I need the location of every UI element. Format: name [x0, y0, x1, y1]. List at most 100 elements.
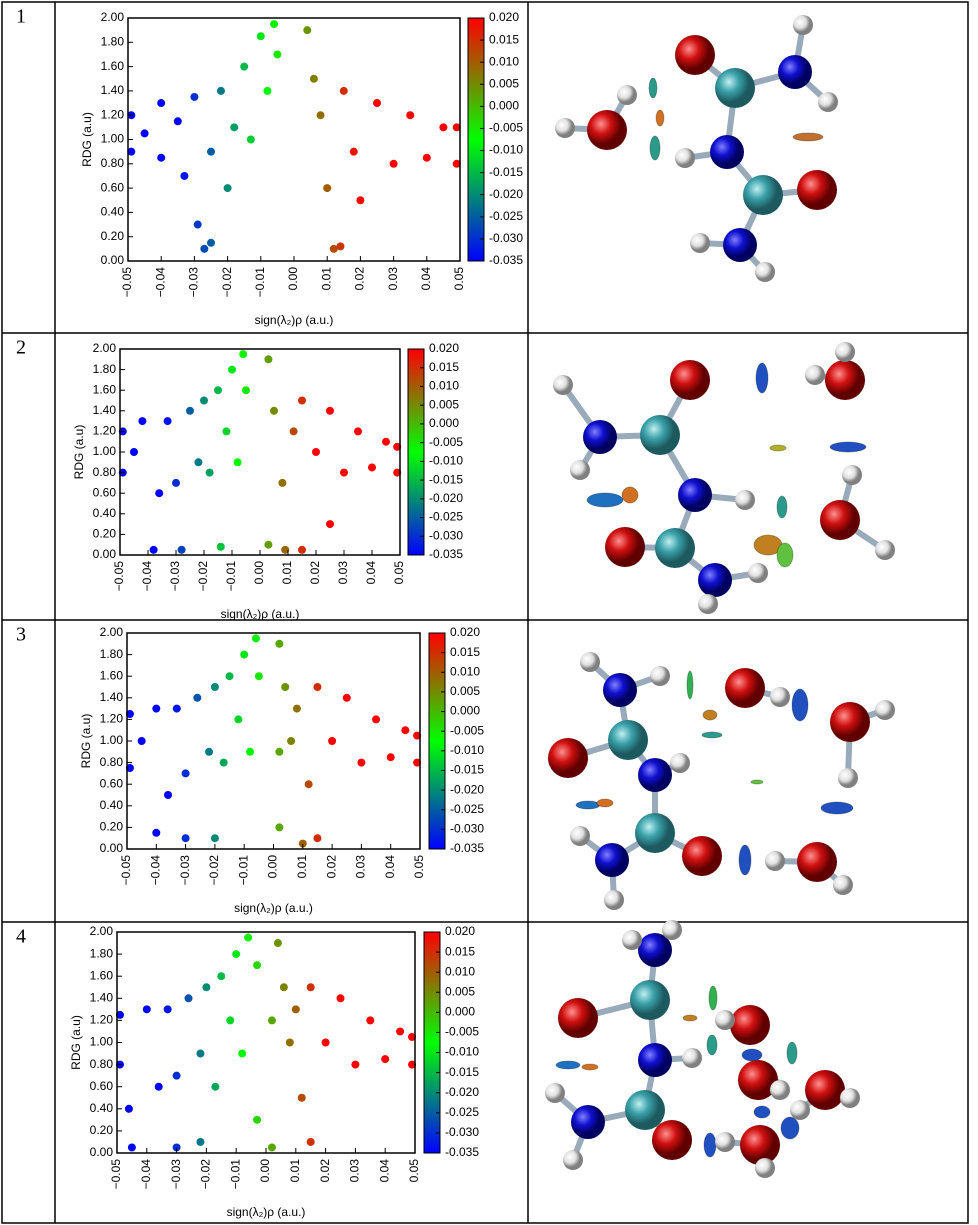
row-number: 4 [16, 926, 26, 948]
x-tick-label: −0.03 [187, 267, 201, 298]
scatter-point [278, 478, 287, 487]
atom [748, 563, 768, 583]
scatter-point [138, 417, 147, 426]
x-tick-label: 0.02 [353, 267, 367, 291]
scatter-point [194, 458, 203, 467]
x-axis-label: sign(λ₂)ρ (a.u.) [221, 607, 300, 621]
scatter-point [309, 74, 318, 83]
scatter-point [127, 147, 136, 156]
y-tick-label: 0.40 [93, 506, 117, 520]
scatter-point [401, 726, 410, 735]
atom [835, 342, 855, 362]
colorbar-tick-label: 0.015 [445, 944, 475, 958]
colorbar-tick-label: 0.020 [429, 341, 459, 355]
scatter-point [306, 983, 315, 992]
scatter-point [207, 238, 215, 247]
atom [793, 15, 813, 35]
x-tick-label: −0.01 [224, 561, 238, 592]
colorbar-tick-label: -0.035 [489, 253, 523, 267]
atom [690, 233, 710, 253]
scatter-point [233, 458, 242, 467]
scatter-point [298, 839, 307, 848]
colorbar-tick-label: 0.005 [445, 984, 475, 998]
colorbar-tick-label: -0.035 [450, 841, 484, 855]
y-tick-label: 0.60 [101, 180, 125, 194]
colorbar-tick-label: 0.015 [429, 360, 459, 374]
colorbar-tick-label: -0.010 [429, 454, 463, 468]
y-axis-label: RDG (a.u) [79, 714, 93, 769]
scatter-point [180, 171, 189, 180]
y-tick-label: 0.60 [93, 485, 117, 499]
y-tick-label: 1.40 [101, 83, 125, 97]
scatter-point [264, 540, 273, 549]
x-tick-label: 0.03 [336, 561, 350, 585]
atom [710, 135, 744, 169]
scatter-point [149, 545, 158, 554]
atom [545, 1083, 565, 1103]
colorbar-tick-label: 0.015 [489, 32, 519, 46]
atom [820, 500, 860, 540]
isosurface [649, 135, 661, 161]
isosurface [776, 542, 794, 568]
colorbar-tick-label: 0.020 [445, 924, 475, 938]
x-tick-label: 0.04 [383, 855, 397, 879]
y-tick-label: 0.20 [93, 527, 117, 541]
x-tick-label: −0.02 [207, 855, 221, 886]
x-axis-label: sign(λ₂)ρ (a.u.) [227, 1205, 306, 1219]
atom [715, 1132, 735, 1152]
row-number: 2 [16, 337, 26, 359]
scatter-point [228, 365, 236, 374]
isosurface [702, 709, 718, 721]
scatter-point [340, 468, 348, 477]
scatter-point [216, 86, 225, 95]
x-tick-label: −0.02 [199, 1159, 213, 1190]
atom [715, 68, 755, 108]
scatter-point [225, 672, 234, 681]
scatter-point [173, 117, 182, 126]
x-tick-label: −0.04 [153, 267, 167, 298]
isosurface [648, 77, 658, 99]
colorbar-tick-label: 0.020 [489, 10, 519, 24]
atom [563, 1150, 583, 1170]
scatter-point [130, 448, 138, 456]
isosurface [780, 1116, 800, 1140]
scatter-point [372, 715, 381, 724]
colorbar-tick-label: 0.000 [445, 1005, 475, 1019]
colorbar-tick-label: -0.035 [445, 1145, 479, 1159]
scatter-point [163, 417, 172, 426]
isosurface [621, 486, 639, 504]
y-tick-label: 2.00 [93, 341, 117, 355]
x-tick-label: −0.05 [109, 1159, 123, 1190]
scatter-point [313, 683, 322, 691]
scatter-point [303, 26, 312, 35]
x-tick-label: −0.01 [236, 855, 250, 886]
scatter-point [306, 1137, 315, 1146]
scatter-point [264, 355, 273, 364]
scatter-point [193, 693, 202, 702]
colorbar-tick-label: -0.020 [450, 782, 484, 796]
scatter-point [275, 823, 284, 832]
scatter-point [253, 1115, 262, 1124]
y-tick-label: 0.80 [93, 465, 117, 479]
scatter-point [200, 244, 209, 253]
atom [790, 1100, 810, 1120]
scatter-point [238, 1049, 247, 1058]
atom [678, 478, 712, 512]
scatter-point [413, 758, 422, 767]
scatter-point [219, 758, 228, 767]
scatter-point [163, 1005, 172, 1014]
y-tick-label: 1.80 [93, 362, 117, 376]
atom [638, 1043, 672, 1077]
scatter-point [389, 159, 398, 168]
scatter-point [275, 747, 284, 756]
scatter-point [267, 1143, 276, 1152]
colorbar-tick-label: -0.025 [450, 802, 484, 816]
colorbar [423, 931, 441, 1154]
scatter-point [349, 147, 358, 156]
scatter-point [223, 184, 232, 193]
scatter-point [196, 1137, 205, 1146]
colorbar-tick-label: -0.010 [489, 143, 523, 157]
colorbar-tick-label: -0.030 [489, 231, 523, 245]
scatter-point [172, 1143, 181, 1152]
